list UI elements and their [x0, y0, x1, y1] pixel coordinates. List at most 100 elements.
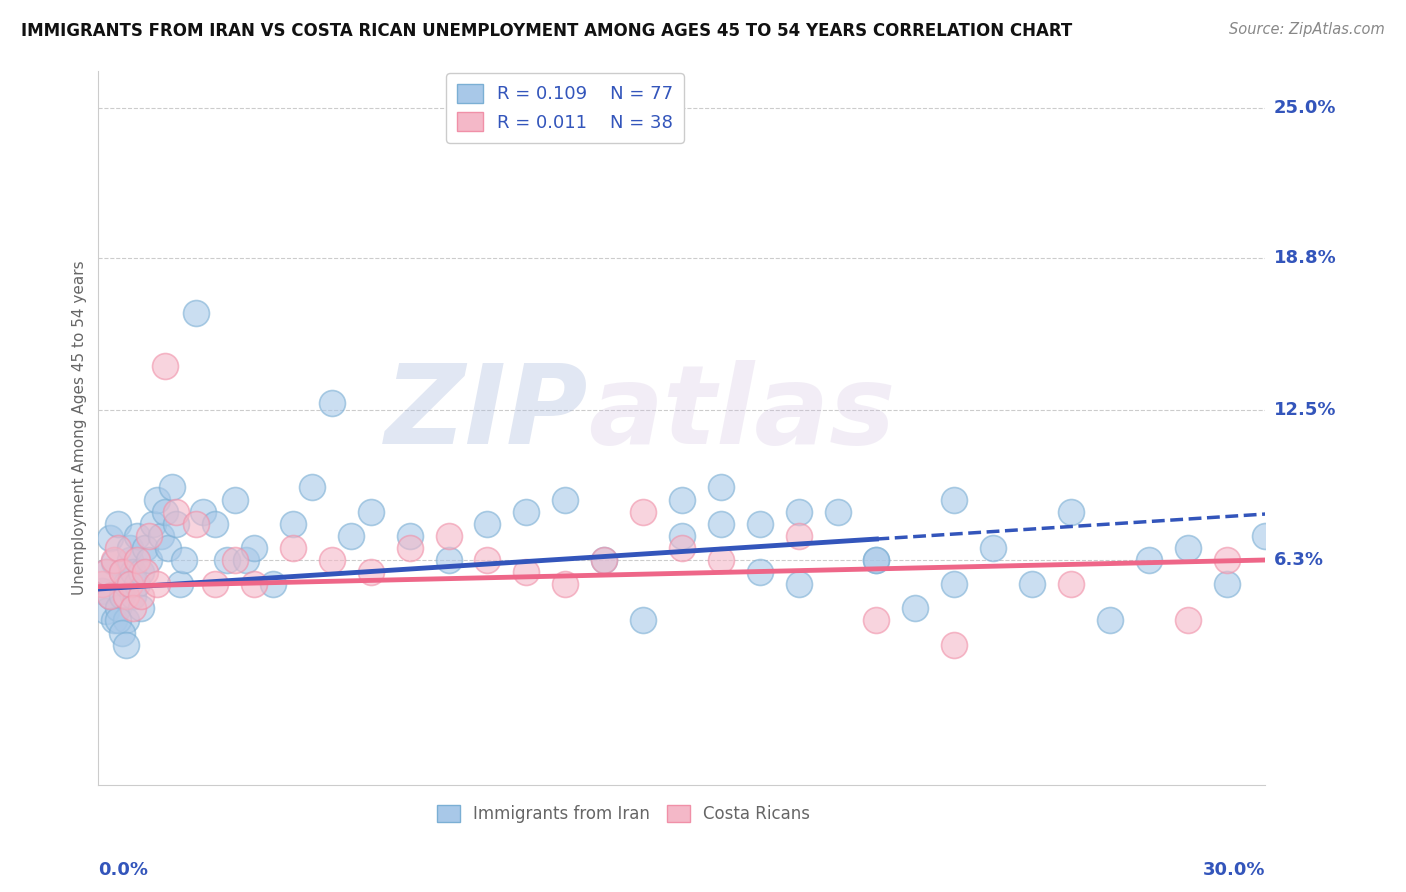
Point: [129, 601, 152, 615]
Point: [243, 541, 266, 555]
Point: [107, 541, 129, 555]
Point: [671, 529, 693, 543]
Point: [204, 577, 226, 591]
Point: [98, 589, 121, 603]
Point: [215, 553, 238, 567]
Point: [710, 480, 733, 494]
Point: [224, 492, 246, 507]
Text: 25.0%: 25.0%: [1274, 99, 1336, 117]
Point: [710, 553, 733, 567]
Text: 6.3%: 6.3%: [1274, 551, 1323, 569]
Point: [103, 556, 125, 570]
Point: [748, 516, 770, 531]
Point: [107, 614, 129, 628]
Point: [129, 565, 152, 579]
Point: [1254, 529, 1277, 543]
Point: [169, 577, 191, 591]
Point: [1215, 577, 1237, 591]
Point: [631, 614, 654, 628]
Point: [671, 492, 693, 507]
Point: [162, 480, 184, 494]
Point: [1098, 614, 1121, 628]
Point: [281, 516, 304, 531]
Point: [103, 614, 125, 628]
Point: [138, 529, 160, 543]
Point: [787, 505, 810, 519]
Point: [671, 541, 693, 555]
Point: [865, 553, 887, 567]
Point: [631, 505, 654, 519]
Point: [554, 492, 576, 507]
Point: [360, 505, 382, 519]
Text: Source: ZipAtlas.com: Source: ZipAtlas.com: [1229, 22, 1385, 37]
Point: [787, 577, 810, 591]
Point: [204, 516, 226, 531]
Text: atlas: atlas: [589, 360, 896, 467]
Point: [122, 589, 145, 603]
Point: [1177, 541, 1199, 555]
Point: [321, 553, 343, 567]
Point: [787, 529, 810, 543]
Point: [865, 614, 887, 628]
Point: [904, 601, 927, 615]
Point: [943, 492, 966, 507]
Point: [118, 541, 141, 555]
Text: 18.8%: 18.8%: [1274, 249, 1337, 267]
Point: [103, 553, 125, 567]
Point: [398, 541, 420, 555]
Point: [943, 638, 966, 652]
Point: [107, 516, 129, 531]
Point: [127, 577, 149, 591]
Point: [107, 601, 129, 615]
Point: [593, 553, 616, 567]
Point: [122, 601, 145, 615]
Point: [981, 541, 1004, 555]
Point: [321, 396, 343, 410]
Point: [149, 529, 172, 543]
Point: [146, 492, 169, 507]
Point: [153, 359, 176, 374]
Point: [1021, 577, 1043, 591]
Text: 30.0%: 30.0%: [1204, 862, 1265, 880]
Point: [134, 541, 156, 555]
Point: [477, 516, 499, 531]
Point: [1177, 614, 1199, 628]
Point: [193, 505, 215, 519]
Point: [173, 553, 195, 567]
Point: [98, 589, 121, 603]
Point: [96, 565, 118, 579]
Point: [96, 604, 118, 618]
Point: [262, 577, 284, 591]
Point: [114, 577, 136, 591]
Y-axis label: Unemployment Among Ages 45 to 54 years: Unemployment Among Ages 45 to 54 years: [72, 260, 87, 596]
Point: [360, 565, 382, 579]
Point: [165, 516, 187, 531]
Point: [122, 565, 145, 579]
Point: [477, 553, 499, 567]
Point: [111, 565, 134, 579]
Point: [243, 577, 266, 591]
Point: [593, 553, 616, 567]
Point: [235, 553, 257, 567]
Point: [865, 553, 887, 567]
Point: [827, 505, 849, 519]
Point: [146, 577, 169, 591]
Text: ZIP: ZIP: [385, 360, 589, 467]
Point: [1215, 553, 1237, 567]
Point: [748, 565, 770, 579]
Legend: Immigrants from Iran, Costa Ricans: Immigrants from Iran, Costa Ricans: [430, 798, 817, 830]
Point: [111, 625, 134, 640]
Point: [1137, 553, 1160, 567]
Point: [165, 505, 187, 519]
Point: [515, 565, 537, 579]
Point: [153, 505, 176, 519]
Point: [118, 577, 141, 591]
Point: [301, 480, 323, 494]
Text: 12.5%: 12.5%: [1274, 401, 1336, 419]
Point: [142, 516, 165, 531]
Point: [224, 553, 246, 567]
Point: [98, 531, 121, 545]
Point: [554, 577, 576, 591]
Point: [437, 529, 460, 543]
Text: IMMIGRANTS FROM IRAN VS COSTA RICAN UNEMPLOYMENT AMONG AGES 45 TO 54 YEARS CORRE: IMMIGRANTS FROM IRAN VS COSTA RICAN UNEM…: [21, 22, 1073, 40]
